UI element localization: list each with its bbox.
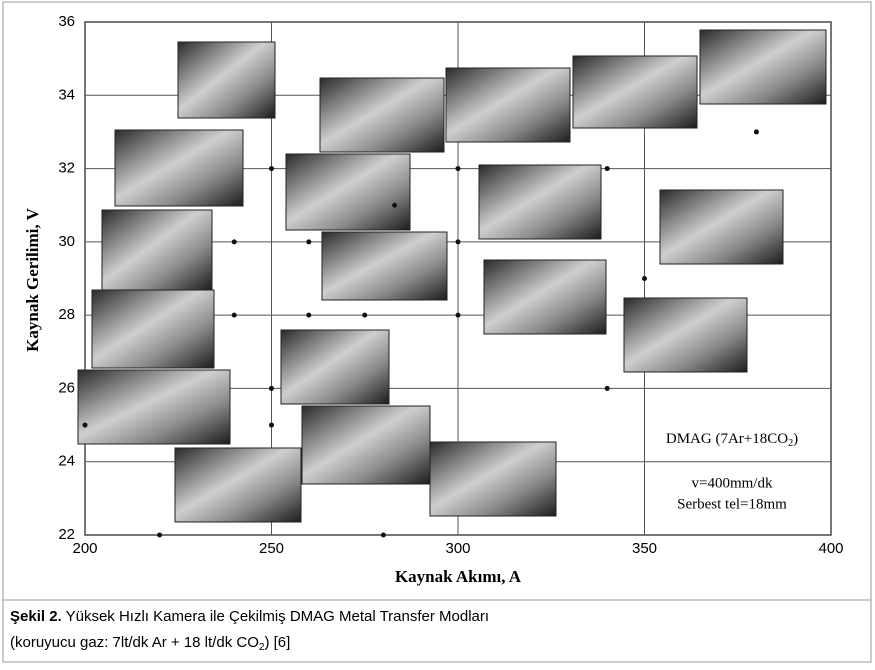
page: 200 250 300 350 400 22 24 26 28 30 32 34 36 DMAG (7A…	[0, 0, 875, 665]
x-axis-label: Kaynak Akımı, A	[395, 567, 522, 586]
y-tick-label: 26	[58, 379, 75, 396]
point	[754, 129, 759, 134]
caption-line2: (koruyucu gaz: 7lt/dk Ar + 18 lt/dk CO2)…	[10, 634, 290, 653]
point	[456, 313, 461, 318]
photo	[322, 232, 447, 300]
point	[269, 423, 274, 428]
wire: Serbest tel=18mm	[677, 496, 787, 512]
y-tick-label: 24	[58, 453, 75, 470]
chart: 200 250 300 350 400 22 24 26 28 30 32 34 36 DMAG (7A…	[0, 0, 875, 665]
point	[269, 166, 274, 171]
legend-a: DMAG (7Ar+18CO	[666, 431, 788, 447]
photo	[430, 442, 556, 516]
photo	[175, 448, 301, 522]
point	[642, 276, 647, 281]
y-tick-label: 32	[58, 160, 75, 177]
caption-line2-b: ) [6]	[264, 634, 290, 651]
point	[456, 239, 461, 244]
point	[392, 203, 397, 208]
photo	[573, 56, 697, 128]
x-tick-label: 400	[818, 540, 843, 557]
y-tick-label: 28	[58, 306, 75, 323]
photos	[78, 30, 826, 522]
point	[232, 239, 237, 244]
y-tick-label: 30	[58, 233, 75, 250]
point	[232, 313, 237, 318]
photo	[624, 298, 747, 372]
point	[306, 239, 311, 244]
photo	[78, 370, 230, 444]
photo	[281, 330, 389, 404]
point	[83, 423, 88, 428]
y-tick-label: 34	[58, 86, 75, 103]
photo	[286, 154, 410, 230]
y-axis-label: Kaynak Gerilimi, V	[23, 207, 42, 351]
legend-text: DMAG (7Ar+18CO2)	[666, 431, 798, 449]
caption-line1: Şekil 2. Yüksek Hızlı Kamera ile Çekilmi…	[10, 608, 489, 625]
point	[306, 313, 311, 318]
caption-text: Yüksek Hızlı Kamera ile Çekilmiş DMAG Me…	[66, 608, 489, 625]
x-tick-label: 350	[632, 540, 657, 557]
photo	[115, 130, 243, 206]
y-tick-label: 36	[58, 13, 75, 30]
point	[605, 386, 610, 391]
point	[381, 533, 386, 538]
photo	[178, 42, 275, 118]
point	[269, 386, 274, 391]
photo	[92, 290, 214, 368]
point	[157, 533, 162, 538]
photo	[320, 78, 444, 152]
photo	[484, 260, 606, 334]
caption-label: Şekil 2.	[10, 608, 62, 625]
photo	[102, 210, 212, 290]
x-tick-label: 250	[259, 540, 284, 557]
x-tick-label: 200	[72, 540, 97, 557]
point	[605, 166, 610, 171]
photo	[700, 30, 826, 104]
photo	[660, 190, 783, 264]
speed: v=400mm/dk	[692, 475, 773, 491]
photo	[302, 406, 430, 484]
photo	[446, 68, 570, 142]
legend-b: )	[793, 431, 798, 447]
y-tick-label: 22	[58, 526, 75, 543]
point	[362, 313, 367, 318]
photo	[479, 165, 601, 239]
point	[456, 166, 461, 171]
x-tick-label: 300	[445, 540, 470, 557]
caption-line2-a: (koruyucu gaz: 7lt/dk Ar + 18 lt/dk CO	[10, 634, 259, 651]
